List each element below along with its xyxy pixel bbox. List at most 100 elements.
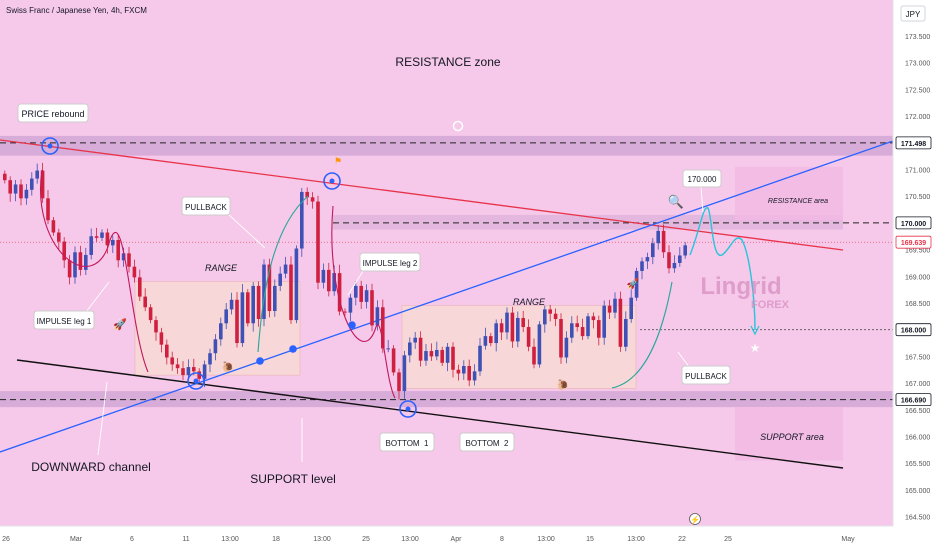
price-tick-label: 169.500 (905, 248, 930, 255)
price-tick-label: 173.000 (905, 61, 930, 68)
candle (386, 340, 390, 353)
trendline-touch-dot (289, 345, 297, 353)
candle-body (489, 336, 493, 344)
candle (143, 288, 147, 312)
magnifier-icon: 🔍 (668, 193, 684, 209)
candle-body (121, 253, 126, 261)
pullback-arrow-1 (257, 195, 309, 353)
candle (3, 170, 7, 184)
price-axis-tag: 168.000 (895, 323, 932, 337)
time-tick-label: 22 (678, 536, 686, 543)
svg-text:PRICE rebound: PRICE rebound (21, 109, 84, 119)
candle-body (327, 269, 331, 292)
pullback-2-pointer (677, 351, 691, 369)
candle-body (273, 285, 277, 312)
downward-channel-pointer (97, 381, 108, 456)
candle (564, 331, 569, 364)
candle (661, 224, 666, 259)
candle-body (283, 264, 288, 274)
candle-body (483, 336, 488, 346)
candle-body (386, 348, 390, 350)
time-tick-label: 13:00 (401, 536, 419, 543)
candle (251, 282, 255, 332)
flag-icon: ⚑ (334, 156, 342, 166)
candle (462, 360, 466, 380)
candle (370, 283, 374, 332)
candle (532, 338, 536, 369)
candle-body (607, 305, 612, 313)
candles (3, 162, 687, 400)
candle-body (170, 357, 174, 365)
price-tag-box (895, 393, 932, 407)
candle (13, 179, 18, 202)
price-axis-tag: 170.000 (895, 216, 932, 230)
candle-body (246, 292, 250, 324)
candle (629, 289, 633, 323)
candle-body (51, 220, 56, 233)
candle-body (165, 344, 169, 358)
candle-body (364, 290, 369, 302)
trendline-touch-dot (348, 321, 356, 329)
candle (683, 242, 687, 259)
pullback-1-pointer (227, 213, 266, 249)
currency-badge[interactable]: JPY (900, 5, 926, 22)
pivot-center-dot (405, 406, 411, 412)
time-tick-label: 13:00 (221, 536, 239, 543)
candle-body (661, 230, 666, 253)
candle (57, 228, 61, 250)
projection-path (689, 207, 756, 331)
price-tag-text: 169.639 (901, 240, 926, 247)
candle-body (267, 264, 272, 312)
candle (321, 263, 326, 289)
candle-body (424, 351, 428, 361)
candle-body (510, 312, 515, 342)
candle (548, 304, 552, 322)
candle-body (100, 232, 104, 238)
candle (30, 172, 34, 196)
candle (424, 344, 428, 366)
pivot-center-dot (193, 378, 199, 384)
candle-body (73, 252, 77, 278)
candle-body (548, 309, 552, 314)
price-tick-label: 164.500 (905, 515, 930, 522)
candle (354, 281, 358, 306)
price-tick-label: 171.000 (905, 168, 930, 175)
candle-body (645, 257, 650, 262)
candle (73, 246, 77, 284)
candle (575, 315, 579, 332)
candle-body (316, 201, 320, 283)
candle (192, 358, 196, 376)
candle (429, 343, 434, 361)
resistance-zone-band (0, 135, 893, 156)
candle-body (570, 323, 574, 338)
time-tick-label: 25 (724, 536, 732, 543)
candle-body (354, 285, 358, 298)
price-tag-text: 171.498 (901, 141, 926, 148)
candle (678, 247, 682, 267)
time-tick-label: 8 (500, 536, 504, 543)
time-tick-label: 26 (2, 536, 10, 543)
candle (46, 190, 50, 225)
candle-body (294, 248, 299, 321)
candle-body (116, 239, 120, 261)
pivot-center-dot (47, 143, 53, 149)
time-tick-label: 25 (362, 536, 370, 543)
candle-body (429, 351, 434, 357)
candle-body (343, 311, 347, 313)
pullback-callout-2: PULLBACK (681, 365, 731, 385)
candle (397, 368, 401, 400)
candle (418, 331, 423, 367)
candle-body (564, 337, 569, 358)
candle (116, 234, 120, 268)
candle (289, 256, 293, 324)
candle (170, 351, 174, 371)
candle (559, 313, 563, 364)
candle-body (618, 298, 623, 347)
candle-body (413, 337, 417, 343)
time-tick-label: 13:00 (627, 536, 645, 543)
target-callout: 170.000 (682, 169, 722, 188)
price-axis-tag: 169.639 (895, 235, 932, 249)
watermark-main: Lingrid (700, 273, 781, 300)
candle-body (229, 299, 234, 310)
